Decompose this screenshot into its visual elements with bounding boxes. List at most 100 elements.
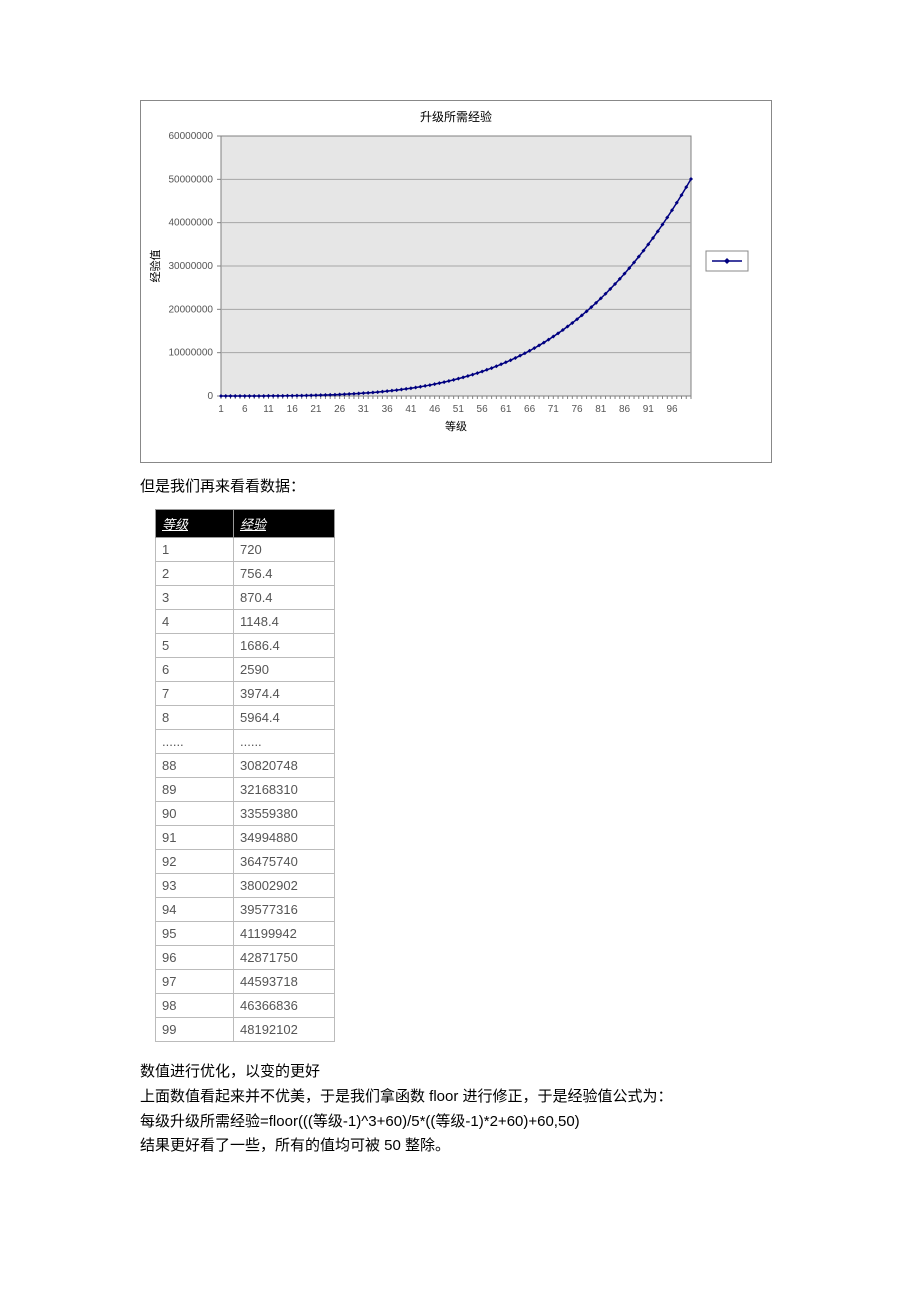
cell-exp: 2590 [234,658,335,682]
table-row: 85964.4 [156,706,335,730]
footer-line: 结果更好看了一些，所有的值均可被 50 整除。 [140,1134,780,1159]
footer-line: 每级升级所需经验=floor(((等级-1)^3+60)/5*((等级-1)*2… [140,1110,780,1135]
cell-level: 2 [156,562,234,586]
svg-text:81: 81 [595,404,607,415]
cell-level: 7 [156,682,234,706]
svg-text:56: 56 [477,404,489,415]
svg-text:升级所需经验: 升级所需经验 [420,109,492,124]
svg-text:0: 0 [207,391,213,402]
cell-level: 1 [156,538,234,562]
table-row: 8830820748 [156,754,335,778]
table-row: 51686.4 [156,634,335,658]
cell-exp: 5964.4 [234,706,335,730]
svg-text:60000000: 60000000 [169,131,214,142]
cell-exp: 39577316 [234,898,335,922]
exp-chart: 升级所需经验 0 10000000 20000000 30000000 40000000 5… [140,100,772,463]
cell-exp: 32168310 [234,778,335,802]
cell-exp: 1686.4 [234,634,335,658]
cell-level: 5 [156,634,234,658]
footer-line: 数值进行优化，以变的更好 [140,1060,780,1085]
svg-text:66: 66 [524,404,536,415]
table-row: ............ [156,730,335,754]
table-row: 62590 [156,658,335,682]
svg-text:16: 16 [287,404,299,415]
cell-exp: 38002902 [234,874,335,898]
table-row: 9338002902 [156,874,335,898]
table-row: 9744593718 [156,970,335,994]
cell-level: 95 [156,922,234,946]
cell-level: 92 [156,850,234,874]
table-row: 9236475740 [156,850,335,874]
cell-level: 99 [156,1018,234,1042]
svg-text:10000000: 10000000 [169,348,214,359]
svg-text:6: 6 [242,404,248,415]
svg-text:86: 86 [619,404,631,415]
cell-level: 98 [156,994,234,1018]
table-header-level: 等级 [156,510,234,538]
cell-exp: 1148.4 [234,610,335,634]
svg-text:46: 46 [429,404,441,415]
table-row: 41148.4 [156,610,335,634]
cell-exp: 756.4 [234,562,335,586]
exp-chart-svg: 升级所需经验 0 10000000 20000000 30000000 40000000 5… [141,101,771,459]
footer-text: 数值进行优化，以变的更好上面数值看起来并不优美，于是我们拿函数 floor 进行… [140,1060,780,1159]
table-row: 3870.4 [156,586,335,610]
svg-text:21: 21 [310,404,322,415]
svg-text:50000000: 50000000 [169,174,214,185]
cell-level: 8 [156,706,234,730]
table-row: 9541199942 [156,922,335,946]
intro-text: 但是我们再来看看数据： [140,475,920,499]
cell-level: 6 [156,658,234,682]
svg-text:30000000: 30000000 [169,261,214,272]
svg-text:36: 36 [382,404,394,415]
svg-text:40000000: 40000000 [169,218,214,229]
table-row: 1720 [156,538,335,562]
exp-data-table: 等级 经验 17202756.43870.441148.451686.46259… [155,509,335,1042]
cell-level: 94 [156,898,234,922]
cell-level: 97 [156,970,234,994]
cell-level: 90 [156,802,234,826]
svg-text:等级: 等级 [445,419,467,433]
document-page: 升级所需经验 0 10000000 20000000 30000000 40000000 5… [0,0,920,1302]
table-row: 9948192102 [156,1018,335,1042]
cell-exp: 44593718 [234,970,335,994]
svg-text:41: 41 [405,404,417,415]
svg-text:11: 11 [263,404,274,415]
cell-level: 3 [156,586,234,610]
cell-level: 4 [156,610,234,634]
svg-text:26: 26 [334,404,346,415]
table-header-exp: 经验 [234,510,335,538]
cell-exp: 720 [234,538,335,562]
cell-level: 89 [156,778,234,802]
cell-exp: 41199942 [234,922,335,946]
svg-text:76: 76 [571,404,583,415]
cell-level: 93 [156,874,234,898]
table-row: 9033559380 [156,802,335,826]
table-row: 9642871750 [156,946,335,970]
cell-exp: 48192102 [234,1018,335,1042]
table-row: 9439577316 [156,898,335,922]
cell-exp: 3974.4 [234,682,335,706]
cell-exp: ...... [234,730,335,754]
cell-level: 96 [156,946,234,970]
cell-level: 91 [156,826,234,850]
cell-exp: 33559380 [234,802,335,826]
svg-text:96: 96 [666,404,678,415]
svg-text:20000000: 20000000 [169,304,214,315]
cell-exp: 46366836 [234,994,335,1018]
table-row: 8932168310 [156,778,335,802]
svg-text:经验值: 经验值 [148,250,162,283]
cell-level: 88 [156,754,234,778]
svg-text:61: 61 [500,404,512,415]
table-row: 9846366836 [156,994,335,1018]
cell-level: ...... [156,730,234,754]
cell-exp: 34994880 [234,826,335,850]
table-row: 2756.4 [156,562,335,586]
svg-text:31: 31 [358,404,370,415]
svg-text:71: 71 [548,404,560,415]
cell-exp: 42871750 [234,946,335,970]
svg-text:1: 1 [218,404,224,415]
svg-text:51: 51 [453,404,465,415]
footer-line: 上面数值看起来并不优美，于是我们拿函数 floor 进行修正，于是经验值公式为： [140,1085,780,1110]
table-row: 9134994880 [156,826,335,850]
